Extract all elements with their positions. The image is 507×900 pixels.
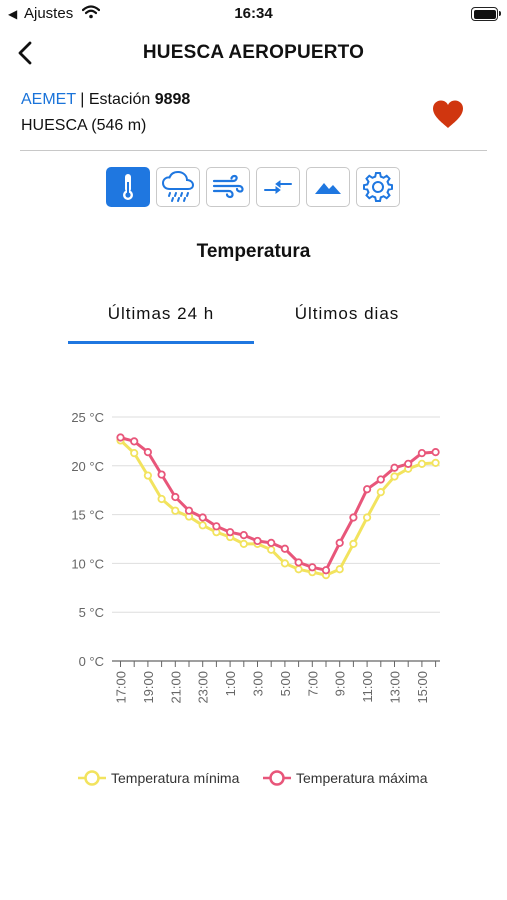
aemet-link[interactable]: AEMET — [21, 91, 76, 108]
category-toolbar — [106, 167, 400, 207]
data-point — [212, 522, 221, 531]
back-to-app-label[interactable]: Ajustes — [24, 5, 74, 22]
data-point — [404, 459, 413, 468]
temperature-chart: 0 °C 5 °C 10 °C 15 °C 20 °C 25 °C 17:00 19:00 21… — [71, 410, 440, 786]
data-point — [130, 449, 139, 458]
data-point — [280, 544, 289, 553]
data-point — [226, 528, 235, 537]
legend-label: Temperatura máxima — [296, 770, 428, 786]
y-tick-label: 5 °C — [79, 605, 104, 620]
precipitation-button[interactable] — [156, 167, 200, 207]
data-point — [143, 448, 152, 457]
data-point — [294, 558, 303, 567]
station-line: AEMET | Estación 9898 — [21, 91, 190, 109]
back-to-app-icon[interactable]: ◀ — [8, 7, 18, 21]
status-bar: ◀ Ajustes 16:34 — [0, 0, 507, 30]
data-point — [417, 449, 426, 458]
tab-selected-indicator — [68, 341, 254, 344]
data-point — [362, 485, 372, 494]
data-point — [376, 488, 385, 497]
data-point — [116, 433, 125, 442]
y-tick-label: 20 °C — [71, 459, 104, 474]
pressure-arrows-icon — [264, 180, 292, 194]
legend-label: Temperatura mínima — [111, 770, 240, 786]
pressure-button[interactable] — [256, 167, 300, 207]
gear-icon — [363, 172, 393, 202]
data-point — [198, 513, 207, 522]
x-tick-label: 1:00 — [223, 671, 238, 696]
y-tick-label: 10 °C — [71, 556, 104, 571]
heart-icon[interactable] — [431, 99, 465, 129]
data-point — [349, 513, 358, 522]
data-point — [171, 506, 180, 515]
data-point — [253, 536, 262, 546]
data-point — [143, 471, 152, 480]
y-tick-label: 25 °C — [71, 410, 104, 425]
data-point — [267, 545, 276, 554]
data-point — [267, 538, 276, 548]
x-tick-label: 9:00 — [333, 671, 348, 696]
data-point — [390, 472, 399, 481]
altitude-button[interactable] — [306, 167, 350, 207]
wifi-icon — [82, 5, 100, 19]
chevron-left-icon — [18, 41, 32, 65]
back-button[interactable] — [14, 40, 36, 66]
data-point — [308, 563, 317, 572]
data-point — [335, 565, 344, 574]
wind-icon — [212, 174, 244, 199]
x-tick-label: 13:00 — [388, 671, 403, 704]
data-point — [184, 506, 194, 515]
x-tick-label: 7:00 — [305, 671, 320, 696]
x-tick-label: 3:00 — [251, 671, 266, 696]
data-point — [362, 513, 372, 522]
series-line-min — [119, 439, 436, 577]
x-tick-label: 17:00 — [114, 671, 129, 704]
data-point — [157, 470, 166, 479]
x-tick-label: 15:00 — [415, 671, 430, 704]
data-point — [239, 530, 248, 540]
data-point — [294, 565, 303, 574]
y-tick-label: 0 °C — [79, 654, 104, 669]
mountain-icon — [315, 183, 341, 194]
data-point — [280, 559, 289, 568]
clock: 16:34 — [234, 5, 273, 22]
x-tick-label: 19:00 — [141, 671, 156, 704]
tab-last-days[interactable]: Últimos dias — [294, 304, 400, 323]
x-tick-label: 11:00 — [360, 671, 375, 703]
x-tick-label: 21:00 — [168, 671, 183, 704]
data-point — [130, 437, 139, 446]
data-point — [417, 459, 426, 468]
data-point — [376, 475, 385, 484]
thermometer-icon — [123, 174, 133, 200]
tab-last-24h[interactable]: Últimas 24 h — [107, 304, 215, 323]
divider — [20, 150, 487, 151]
station-label: | Estación — [75, 91, 155, 108]
data-point — [349, 539, 358, 548]
data-point — [321, 566, 331, 575]
x-tick-label: 5:00 — [278, 671, 293, 696]
data-point — [431, 448, 440, 457]
section-title: Temperatura — [196, 241, 311, 262]
wind-button[interactable] — [206, 167, 250, 207]
data-point — [239, 539, 248, 548]
settings-button[interactable] — [356, 167, 400, 207]
legend-marker — [84, 770, 100, 786]
x-tick-label: 23:00 — [196, 671, 211, 704]
station-number: 9898 — [154, 91, 191, 108]
data-point — [431, 458, 440, 467]
y-tick-label: 15 °C — [71, 508, 104, 523]
data-point — [171, 492, 180, 502]
data-point — [157, 494, 166, 504]
legend-marker — [269, 770, 285, 786]
data-point — [335, 538, 344, 548]
temperature-button[interactable] — [106, 167, 150, 207]
station-location: HUESCA (546 m) — [21, 117, 147, 134]
data-point — [198, 521, 207, 530]
data-point — [390, 463, 399, 472]
battery-icon — [471, 7, 501, 21]
page-title: HUESCA AEROPUERTO — [142, 42, 365, 63]
rain-cloud-icon — [161, 171, 195, 202]
